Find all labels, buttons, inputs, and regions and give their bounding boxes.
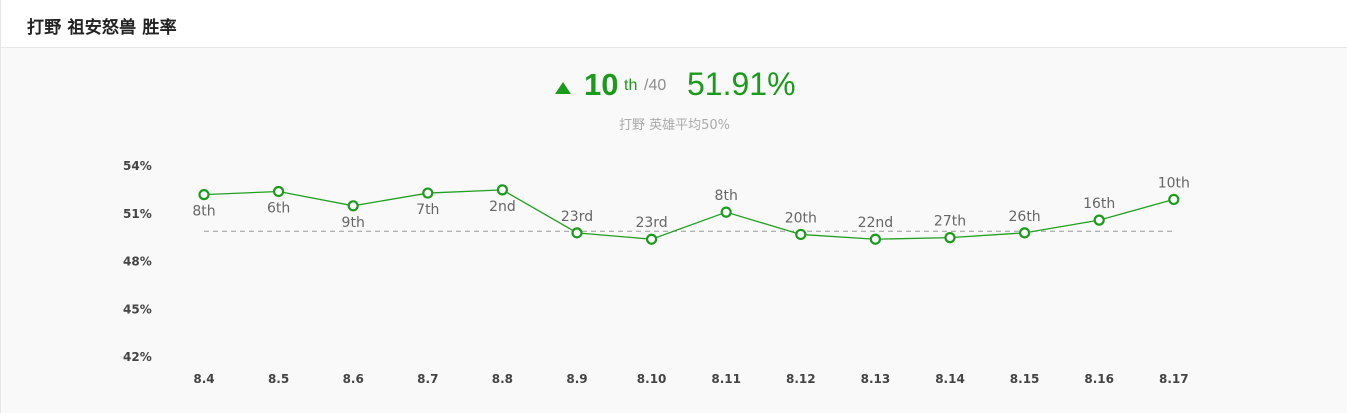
data-point [720,206,732,218]
data-point [795,228,807,241]
x-tick-label: 8.6 [343,372,364,386]
data-point [496,184,508,196]
y-tick-label: 51% [123,207,152,221]
x-tick-label: 8.15 [1010,372,1040,386]
rank-suffix: th [624,77,638,94]
data-point [1093,214,1105,226]
x-tick-label: 8.17 [1159,372,1189,386]
rank-total: /40 [644,77,667,94]
rank-label: 27th [934,214,966,230]
data-point [422,187,434,199]
rank-label: 22nd [858,215,894,231]
rank-label: 23rd [561,209,593,225]
x-tick-label: 8.7 [417,372,438,386]
rank-label: 10th [1158,175,1190,191]
rank-label: 8th [715,188,738,204]
rank-label: 26th [1009,209,1041,225]
x-tick-label: 8.13 [861,372,891,386]
x-tick-label: 8.9 [566,372,587,386]
data-point [944,232,956,244]
x-tick-label: 8.5 [268,372,289,386]
x-tick-label: 8.8 [492,372,513,386]
x-tick-label: 8.10 [637,372,667,386]
x-tick-label: 8.14 [935,372,965,386]
rank-label: 6th [267,200,290,216]
data-point [1018,227,1031,239]
rank-number: 10 [584,67,619,102]
data-point [198,189,210,201]
y-tick-label: 54% [123,159,152,173]
y-tick-label: 42% [123,350,152,364]
data-point [645,233,658,245]
x-tick-label: 8.11 [711,372,741,386]
y-tick-label: 48% [123,255,152,269]
y-tick-label: 45% [123,302,152,316]
data-point [347,200,359,212]
rank-label: 20th [785,210,817,226]
data-point [273,185,285,198]
data-point [1168,193,1180,206]
up-triangle-icon [555,82,571,94]
winrate-value: 51.91% [687,66,796,102]
rank-label: 7th [416,202,439,218]
x-tick-label: 8.12 [786,372,816,386]
average-subtitle: 打野 英雄平均50% [618,118,731,133]
rank-label: 2nd [489,199,516,215]
winrate-series-line [203,189,1174,240]
x-tick-label: 8.16 [1084,372,1114,386]
rank-summary: 10 th /40 51.91% [1,62,1347,112]
rank-label: 16th [1083,196,1115,212]
panel-title: 打野 祖安怒兽 胜率 [27,18,177,38]
x-tick-label: 8.4 [193,372,214,386]
rank-label: 9th [342,215,365,231]
data-point [869,233,882,245]
panel-header: 打野 祖安怒兽 胜率 [1,0,1347,48]
data-point [571,227,583,239]
rank-label: 23rd [635,215,667,231]
rank-label: 8th [192,204,215,220]
